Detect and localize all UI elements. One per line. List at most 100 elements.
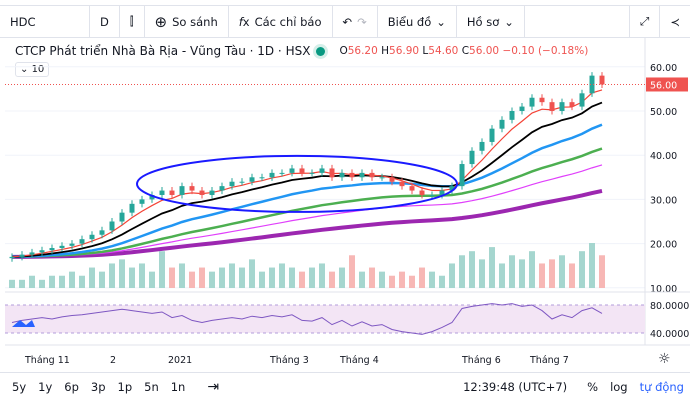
volume-bar <box>209 271 215 288</box>
candle-body <box>359 172 365 178</box>
candle-body <box>329 168 335 178</box>
range-1m[interactable]: 1p <box>117 380 133 394</box>
volume-bar <box>559 255 565 288</box>
candle-body <box>569 102 575 107</box>
candle-body <box>99 230 105 235</box>
ohlc-values: O56.20 H56.90 L54.60 C56.00 −0.10 (−0.18… <box>339 45 589 57</box>
candle-body <box>29 252 35 255</box>
chevron-down-icon: ⌄ <box>504 14 514 29</box>
range-5d[interactable]: 5n <box>144 380 159 394</box>
volume-bar <box>229 263 235 288</box>
volume-bar <box>379 271 385 288</box>
auto-scale-toggle[interactable]: tự động <box>639 380 684 394</box>
volume-bar <box>549 259 555 288</box>
volume-bar <box>89 267 95 288</box>
last-price-badge <box>646 77 688 92</box>
ma-purple-thick <box>11 188 603 259</box>
range-5y[interactable]: 5y <box>12 380 27 394</box>
volume-bar <box>449 263 455 288</box>
volume-bar <box>339 267 345 288</box>
time-tick: Tháng 3 <box>270 355 309 366</box>
candle-body <box>549 102 555 111</box>
rsi-band <box>5 305 645 333</box>
time-tick: Tháng 7 <box>530 355 569 366</box>
volume-bar <box>419 267 425 288</box>
candle-body <box>349 172 355 178</box>
share-button[interactable]: ≺ <box>660 6 690 37</box>
candle-body <box>389 177 395 182</box>
bottom-toolbar: 5y 1y 6p 3p 1p 5n 1n ⇥ 12:39:48 (UTC+7) … <box>0 372 690 401</box>
volume-bar <box>169 267 175 288</box>
interval-button[interactable]: D <box>90 6 120 37</box>
fullscreen-button[interactable]: ⤢ <box>629 6 661 37</box>
volume-bar <box>69 271 75 288</box>
compare-button[interactable]: ⊕ So sánh <box>145 6 229 37</box>
candle-body <box>539 97 545 103</box>
profile-menu-button[interactable]: Hồ sơ ⌄ <box>457 6 525 37</box>
candle-body <box>119 212 125 222</box>
range-3m[interactable]: 3p <box>90 380 106 394</box>
go-to-date-icon[interactable]: ⇥ <box>207 379 220 395</box>
volume-bar <box>479 259 485 288</box>
candle-body <box>59 245 65 249</box>
volume-bar <box>19 279 25 288</box>
price-tick: 40.00 <box>650 151 677 162</box>
candle-body <box>289 168 295 173</box>
symbol-search[interactable]: HDC <box>0 6 90 37</box>
candle-body <box>179 186 185 195</box>
range-1d[interactable]: 1n <box>170 380 186 394</box>
volume-bar <box>319 263 325 288</box>
volume-bar <box>329 271 335 288</box>
candle-body <box>589 75 595 94</box>
redo-icon[interactable]: ↷ <box>357 14 367 29</box>
volume-bar <box>289 267 295 288</box>
candle-body <box>559 102 565 111</box>
candle-body <box>439 190 445 195</box>
candle-body <box>529 97 535 107</box>
volume-bar <box>259 271 265 288</box>
volume-bar <box>39 279 45 288</box>
volume-bar <box>49 275 55 288</box>
settings-gear-icon[interactable]: ☼ <box>658 351 671 367</box>
chart-menu-button[interactable]: Biểu đồ ⌄ <box>378 6 457 37</box>
log-toggle[interactable]: log <box>610 380 628 394</box>
symbol-title: CTCP Phát triển Nhà Bà Rịa - Vũng Tàu · … <box>15 44 311 58</box>
candle-body <box>129 203 135 213</box>
candle-body <box>369 172 375 178</box>
candle-body <box>189 186 195 191</box>
range-6m[interactable]: 6p <box>64 380 79 394</box>
indicators-collapse-button[interactable]: ⌄ 10 <box>15 62 50 77</box>
candle-body <box>579 93 585 107</box>
volume-bar <box>29 275 35 288</box>
candle-body <box>159 190 165 195</box>
range-1y[interactable]: 1y <box>38 380 53 394</box>
candle-body <box>39 250 45 253</box>
time-tick: 2021 <box>168 355 193 366</box>
volume-bar <box>129 267 135 288</box>
volume-bar <box>359 271 365 288</box>
candle-body <box>479 141 485 151</box>
volume-bar <box>279 263 285 288</box>
candle-body <box>489 128 495 142</box>
volume-bar <box>429 271 435 288</box>
volume-bar <box>369 267 375 288</box>
candle-body <box>399 181 405 187</box>
chart-type-button[interactable]: ⫿ <box>120 6 145 37</box>
ma-green <box>11 147 603 259</box>
indicators-button[interactable]: fx Các chỉ báo <box>229 6 333 37</box>
ma-blue <box>11 123 603 259</box>
undo-icon[interactable]: ↶ <box>342 14 353 29</box>
candle-body <box>249 177 255 182</box>
percent-toggle[interactable]: % <box>587 380 599 394</box>
price-chart[interactable]: 60.00 50.00 40.00 30.00 20.00 10.00 56.00 80.00… <box>0 38 690 372</box>
volume-bar <box>499 263 505 288</box>
ma-magenta <box>11 164 603 258</box>
volume-bar <box>579 251 585 288</box>
candle-body <box>339 172 345 178</box>
volume-bar <box>269 267 275 288</box>
volume-bar <box>179 263 185 288</box>
candle-body <box>209 190 215 195</box>
volume-bar <box>219 267 225 288</box>
chart-legend: CTCP Phát triển Nhà Bà Rịa - Vũng Tàu · … <box>15 44 588 58</box>
rsi-tick: 80.0000 <box>650 301 689 312</box>
